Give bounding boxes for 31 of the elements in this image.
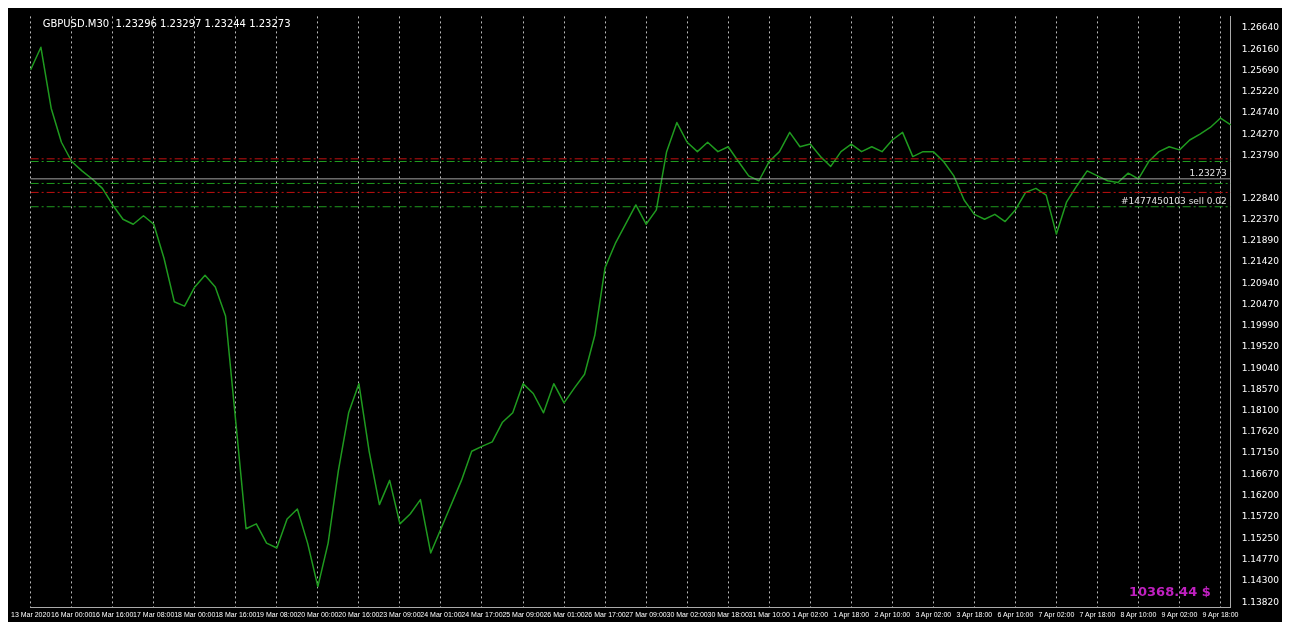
- y-tick-label: 1.18100: [1241, 404, 1280, 415]
- y-tick-label: 1.22370: [1241, 213, 1280, 224]
- y-tick-label: 1.24270: [1241, 128, 1280, 139]
- y-tick-label: 1.17620: [1241, 426, 1280, 437]
- y-tick-label: 1.21420: [1241, 256, 1280, 267]
- y-tick-label: 1.25690: [1241, 64, 1280, 75]
- y-tick-label: 1.26640: [1241, 22, 1280, 33]
- y-tick-label: 1.15720: [1241, 511, 1280, 522]
- y-tick-label: 1.19990: [1241, 320, 1280, 331]
- y-tick-label: 1.20940: [1241, 277, 1280, 288]
- y-tick-label: 1.16670: [1241, 468, 1280, 479]
- y-tick-label: 1.24740: [1241, 107, 1280, 118]
- y-tick-label: 1.21890: [1241, 235, 1280, 246]
- y-tick-label: 1.14770: [1241, 554, 1280, 565]
- y-tick-label: 1.17150: [1241, 447, 1280, 458]
- y-tick-label: 1.19040: [1241, 362, 1280, 373]
- ref-line-label: #1477450103 sell 0.02: [1120, 195, 1227, 206]
- ref-line-label: 1.23273: [1189, 167, 1227, 178]
- y-tick-label: 1.23790: [1241, 150, 1280, 161]
- y-tick-label: 1.13820: [1241, 596, 1280, 607]
- y-tick-label: 1.16200: [1241, 489, 1280, 500]
- annotation: 10368.44 $: [1128, 584, 1211, 600]
- y-tick-label: 1.22840: [1241, 192, 1280, 203]
- y-tick-label: 1.19520: [1241, 341, 1280, 352]
- y-tick-label: 1.18570: [1241, 383, 1280, 394]
- y-tick-label: 1.25220: [1241, 85, 1280, 96]
- chart-title: GBPUSD.M30 1.23296 1.23297 1.23244 1.23273: [42, 17, 291, 29]
- y-tick-label: 1.15250: [1241, 532, 1280, 543]
- y-tick-label: 1.14300: [1241, 575, 1280, 586]
- y-tick-label: 1.26160: [1241, 43, 1280, 54]
- y-tick-label: 1.20470: [1241, 298, 1280, 309]
